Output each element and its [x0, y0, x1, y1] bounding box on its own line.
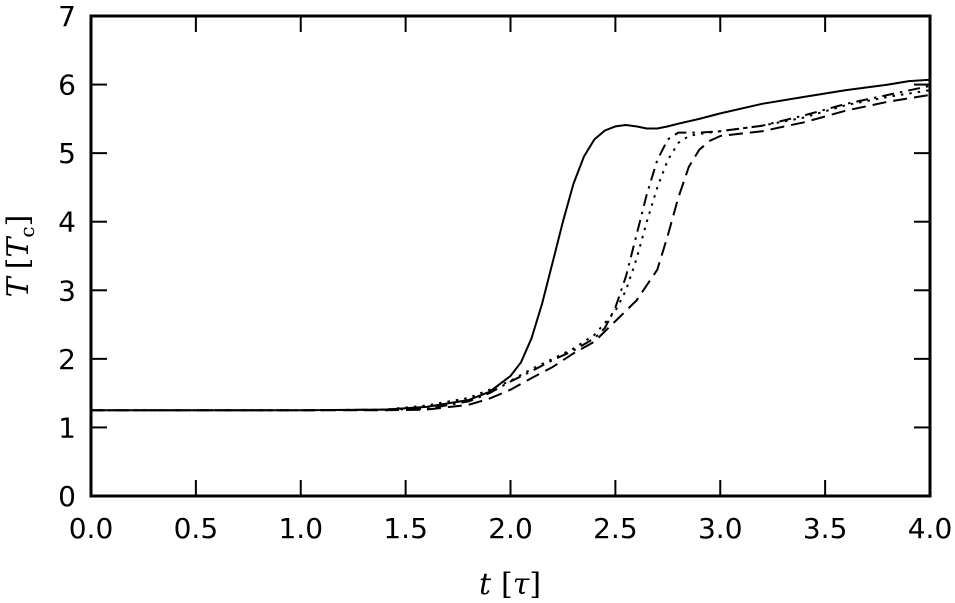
y-axis-label-var: T [1, 275, 36, 297]
plot-background [91, 16, 930, 496]
y-tick-label: 6 [58, 69, 76, 102]
x-tick-label: 2.5 [593, 512, 638, 545]
x-tick-label: 3.0 [698, 512, 743, 545]
plot-frame [89, 14, 932, 498]
y-axis-label: T[Tc] [1, 215, 39, 298]
y-axis-label-unit: T [1, 236, 36, 258]
y-tick-label: 7 [58, 0, 76, 33]
x-tick-label: 1.5 [383, 512, 428, 545]
x-tick-label: 0.0 [69, 512, 114, 545]
x-tick-label: 3.5 [803, 512, 848, 545]
series-layer [91, 78, 931, 412]
series-line-dashed [91, 93, 931, 412]
series-line-solid [91, 78, 931, 412]
tick-layer: 0.0 0.5 1.0 1.5 2.0 2.5 3.0 3.5 4.0 0 1 2 3 4 5 6 7 [58, 0, 952, 545]
y-tick-label: 4 [58, 206, 76, 239]
y-tick-label: 0 [58, 480, 76, 513]
y-tick-label: 2 [58, 343, 76, 376]
y-tick-label: 1 [58, 411, 76, 444]
y-tick-label: 3 [58, 274, 76, 307]
x-tick-label: 2.0 [488, 512, 533, 545]
x-tick-label: 0.5 [174, 512, 219, 545]
y-axis-label-sub: c [15, 226, 39, 237]
x-axis-label: t [τ] [479, 567, 541, 602]
x-tick-label: 4.0 [908, 512, 953, 545]
x-tick-label: 1.0 [278, 512, 323, 545]
x-axis-label-var: t [479, 567, 492, 602]
x-axis-label-unit: τ [513, 567, 530, 602]
series-line-dashdot [91, 84, 931, 412]
y-tick-label: 5 [58, 137, 76, 170]
